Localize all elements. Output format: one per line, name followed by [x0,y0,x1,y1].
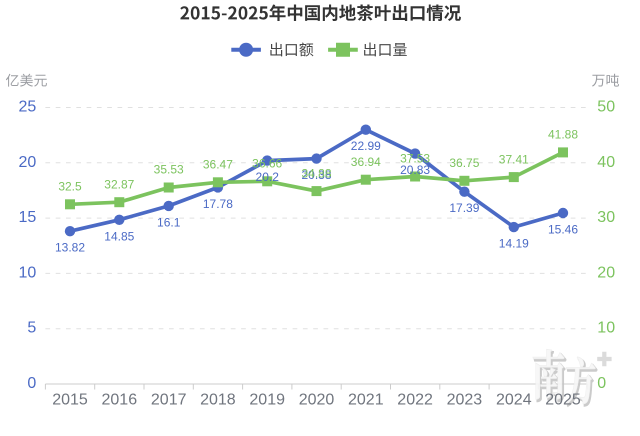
svg-text:40: 40 [597,154,615,171]
svg-text:32.5: 32.5 [58,180,82,194]
svg-text:20.83: 20.83 [400,163,430,177]
svg-text:2019: 2019 [249,392,285,409]
svg-text:0: 0 [27,375,36,392]
svg-text:25: 25 [19,99,37,116]
svg-text:36.75: 36.75 [449,156,479,170]
svg-text:36.94: 36.94 [351,155,381,169]
svg-text:14.85: 14.85 [104,229,134,243]
svg-text:2017: 2017 [151,392,187,409]
svg-text:2020: 2020 [299,392,335,409]
svg-text:35.53: 35.53 [154,163,184,177]
svg-text:10: 10 [597,320,615,337]
svg-text:20: 20 [19,154,37,171]
svg-text:0: 0 [597,375,606,392]
svg-text:34.88: 34.88 [301,166,331,180]
svg-text:41.88: 41.88 [548,128,578,142]
svg-text:37.41: 37.41 [499,152,529,166]
svg-text:17.78: 17.78 [203,197,233,211]
svg-text:2022: 2022 [397,392,433,409]
svg-text:20.2: 20.2 [256,170,280,184]
svg-text:32.87: 32.87 [104,177,134,191]
svg-text:2024: 2024 [496,392,532,409]
svg-text:50: 50 [597,99,615,116]
svg-text:2015: 2015 [52,392,88,409]
svg-text:20.38: 20.38 [301,168,331,182]
svg-text:10: 10 [19,264,37,281]
svg-text:2018: 2018 [200,392,236,409]
svg-text:16.1: 16.1 [157,215,181,229]
svg-text:14.19: 14.19 [499,237,529,251]
svg-text:13.82: 13.82 [55,241,85,255]
svg-text:5: 5 [27,320,36,337]
svg-text:2023: 2023 [447,392,483,409]
svg-text:20: 20 [597,264,615,281]
svg-text:30: 30 [597,209,615,226]
svg-text:17.39: 17.39 [449,201,479,215]
svg-text:37.53: 37.53 [400,152,430,166]
svg-text:2016: 2016 [102,392,138,409]
svg-text:15: 15 [19,209,37,226]
svg-text:36.66: 36.66 [252,157,282,171]
svg-text:22.99: 22.99 [351,139,381,153]
svg-text:2021: 2021 [348,392,384,409]
svg-text:15.46: 15.46 [548,223,578,237]
svg-text:36.47: 36.47 [203,158,233,172]
svg-text:2025: 2025 [545,392,581,409]
